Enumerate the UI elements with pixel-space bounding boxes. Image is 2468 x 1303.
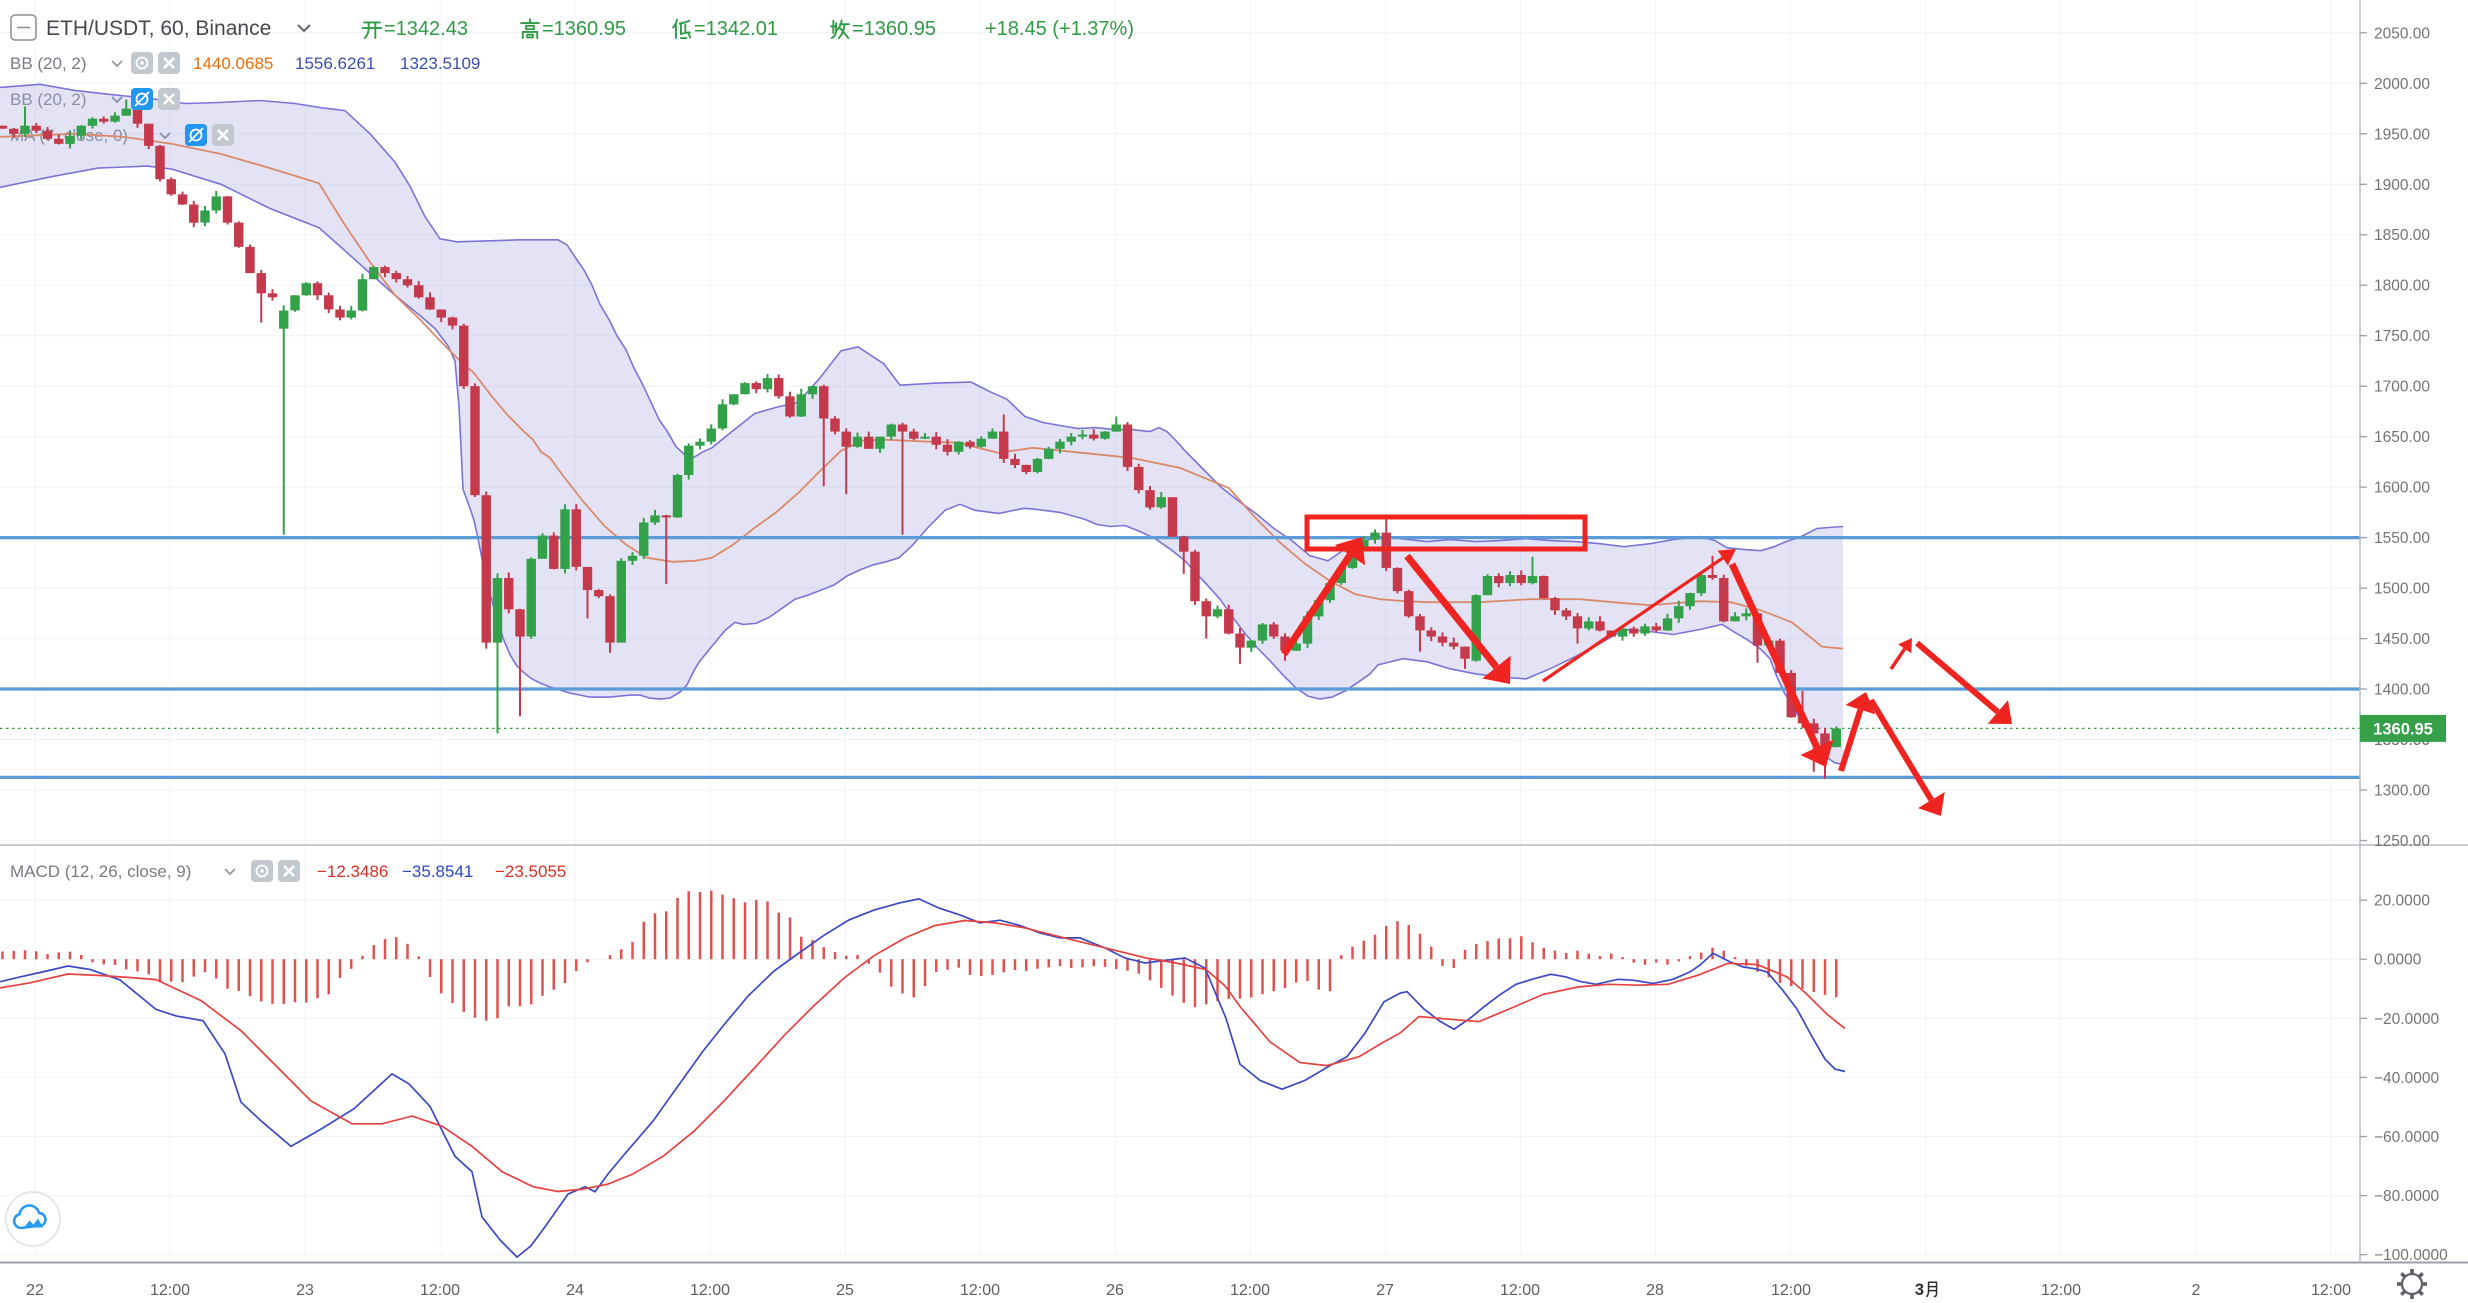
svg-text:28: 28 (1646, 1282, 1664, 1299)
svg-text:=1360.95: =1360.95 (542, 18, 626, 40)
svg-text:2: 2 (2192, 1282, 2201, 1299)
svg-text:1400.00: 1400.00 (2374, 682, 2430, 699)
svg-text:1700.00: 1700.00 (2374, 379, 2430, 396)
svg-text:22: 22 (26, 1282, 44, 1299)
svg-text:25: 25 (836, 1282, 854, 1299)
svg-text:MACD (12, 26, close, 9): MACD (12, 26, close, 9) (10, 862, 191, 881)
svg-text:12:00: 12:00 (420, 1282, 460, 1299)
svg-text:BB (20, 2): BB (20, 2) (10, 54, 87, 73)
svg-text:1450.00: 1450.00 (2374, 631, 2430, 648)
svg-text:12:00: 12:00 (1500, 1282, 1540, 1299)
svg-text:1360.95: 1360.95 (2373, 720, 2433, 738)
svg-text:26: 26 (1106, 1282, 1124, 1299)
svg-text:12:00: 12:00 (1230, 1282, 1270, 1299)
svg-text:12:00: 12:00 (960, 1282, 1000, 1299)
svg-text:23: 23 (296, 1282, 314, 1299)
svg-text:BB (20, 2): BB (20, 2) (10, 90, 87, 109)
svg-text:=1342.01: =1342.01 (694, 18, 778, 40)
svg-text:1850.00: 1850.00 (2374, 227, 2430, 244)
svg-text:3: 3 (1915, 1281, 1924, 1299)
svg-text:1323.5109: 1323.5109 (400, 54, 480, 73)
svg-text:27: 27 (1376, 1282, 1394, 1299)
svg-text:+18.45 (+1.37%): +18.45 (+1.37%) (985, 18, 1134, 40)
svg-text:−80.0000: −80.0000 (2374, 1188, 2439, 1205)
svg-text:12:00: 12:00 (2041, 1282, 2081, 1299)
svg-text:1600.00: 1600.00 (2374, 480, 2430, 497)
svg-text:24: 24 (566, 1282, 584, 1299)
svg-text:12:00: 12:00 (1771, 1282, 1811, 1299)
svg-text:=1360.95: =1360.95 (852, 18, 936, 40)
svg-text:20.0000: 20.0000 (2374, 893, 2430, 910)
svg-text:1440.0685: 1440.0685 (193, 54, 273, 73)
svg-text:−40.0000: −40.0000 (2374, 1070, 2439, 1087)
svg-text:1650.00: 1650.00 (2374, 429, 2430, 446)
svg-text:12:00: 12:00 (150, 1282, 190, 1299)
svg-text:−60.0000: −60.0000 (2374, 1129, 2439, 1146)
svg-text:1800.00: 1800.00 (2374, 278, 2430, 295)
svg-text:1900.00: 1900.00 (2374, 177, 2430, 194)
svg-text:12:00: 12:00 (2311, 1282, 2351, 1299)
svg-text:1750.00: 1750.00 (2374, 328, 2430, 345)
svg-text:1250.00: 1250.00 (2374, 833, 2430, 850)
svg-text:−23.5055: −23.5055 (495, 862, 566, 881)
svg-text:1300.00: 1300.00 (2374, 783, 2430, 800)
svg-text:−100.0000: −100.0000 (2374, 1247, 2448, 1264)
svg-text:=1342.43: =1342.43 (384, 18, 468, 40)
svg-text:0.0000: 0.0000 (2374, 952, 2422, 969)
svg-text:−12.3486: −12.3486 (317, 862, 388, 881)
svg-text:1556.6261: 1556.6261 (295, 54, 375, 73)
svg-text:1500.00: 1500.00 (2374, 581, 2430, 598)
svg-text:2000.00: 2000.00 (2374, 76, 2430, 93)
svg-text:−35.8541: −35.8541 (402, 862, 473, 881)
svg-text:12:00: 12:00 (690, 1282, 730, 1299)
svg-text:2050.00: 2050.00 (2374, 25, 2430, 42)
svg-text:1550.00: 1550.00 (2374, 530, 2430, 547)
svg-text:ETH/USDT, 60, Binance: ETH/USDT, 60, Binance (46, 17, 271, 40)
svg-text:1950.00: 1950.00 (2374, 126, 2430, 143)
svg-text:−20.0000: −20.0000 (2374, 1011, 2439, 1028)
